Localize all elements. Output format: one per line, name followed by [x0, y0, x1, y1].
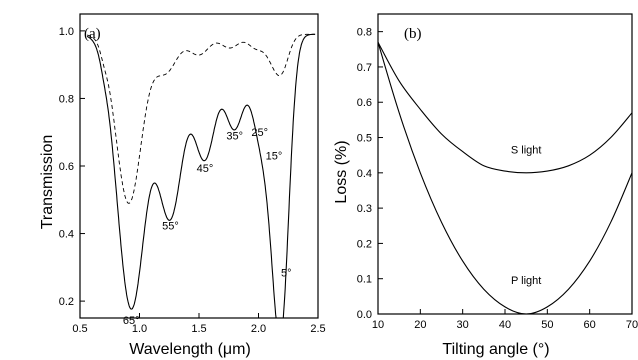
panel-a: Transmission Wavelength (μm) (a) 0.5 1.0 1… [39, 13, 326, 358]
panel-b-ytick-label: 0.1 [357, 274, 372, 286]
panel-b-xtick-label: 10 [372, 319, 384, 331]
panel-b-ytick-label: 0.2 [357, 238, 372, 250]
panel-b-xtick-label: 20 [414, 319, 426, 331]
panel-a-solid-curve [86, 33, 316, 319]
panel-b-xtick-label: 70 [626, 319, 638, 331]
panel-a-angle-label: 55° [162, 220, 179, 232]
panel-a-dashed-curve [87, 33, 316, 204]
panel-a-angle-label: 5° [281, 268, 292, 280]
panel-b-xtick-label: 30 [457, 319, 469, 331]
panel-b-frame [377, 13, 633, 315]
panel-a-ytick-label: 0.4 [59, 229, 74, 241]
panel-b-ylabel: Loss (%) [333, 140, 350, 203]
panel-a-angle-label: 25° [251, 127, 268, 139]
panel-b-ytick-label: 0.3 [357, 203, 372, 215]
panel-b-ticks: 10 20 30 40 50 60 70 0.0 0.1 0.2 0.3 0.4 0.5 0.6 0.7 0.… [357, 27, 638, 331]
panel-b-ytick-label: 0.5 [357, 133, 372, 145]
panel-a-ytick-label: 0.8 [59, 93, 74, 105]
panel-b-xlabel: Tilting angle (°) [442, 341, 549, 358]
panel-b-ytick-label: 0.7 [357, 62, 372, 74]
panel-a-ytick-label: 0.2 [59, 296, 74, 308]
panel-b-series-label: S light [511, 144, 542, 156]
panel-b-xtick-label: 60 [584, 319, 596, 331]
panel-a-ytick-label: 1.0 [59, 26, 74, 38]
panel-b-xtick-label: 40 [499, 319, 511, 331]
panel-b-curves [377, 41, 633, 315]
panel-b-xtick-label: 50 [541, 319, 553, 331]
panel-a-ticks: 0.5 1.0 1.5 2.0 2.5 0.2 0.4 0.6 0.8 1.0 [59, 26, 326, 335]
panel-a-xtick-label: 1.0 [132, 323, 147, 335]
panel-a-angle-label: 35° [226, 130, 243, 142]
panel-a-ylabel: Transmission [39, 135, 56, 230]
panel-a-xtick-label: 1.5 [191, 323, 206, 335]
panel-b-ytick-label: 0.4 [357, 168, 372, 180]
panel-b-label: (b) [404, 26, 422, 42]
panel-b: Loss (%) Tilting angle (°) (b) 10 20 30 40 5… [333, 13, 638, 358]
panel-a-ytick-label: 0.6 [59, 161, 74, 173]
panel-a-angle-label: 45° [197, 163, 214, 175]
panel-b-annotations: S light P light [511, 144, 542, 287]
panel-b-ytick-label: 0.8 [357, 27, 372, 39]
panel-b-series-label: P light [511, 275, 541, 287]
panel-a-curves [86, 33, 316, 319]
panel-a-angle-label: 65° [123, 315, 140, 327]
panel-a-angle-label: 15° [266, 151, 283, 163]
panel-a-annotations: 65° 55° 45° 35° 25° 15° 5° [123, 127, 292, 327]
panel-a-xtick-label: 2.5 [310, 323, 325, 335]
panel-a-xtick-label: 2.0 [251, 323, 266, 335]
panel-a-label: (a) [84, 26, 101, 42]
panel-a-xlabel: Wavelength (μm) [129, 341, 251, 358]
panel-b-series-line [377, 41, 633, 174]
panel-b-ytick-label: 0.6 [357, 97, 372, 109]
panel-b-ytick-label: 0.0 [357, 309, 372, 321]
panel-b-series-line [377, 42, 633, 315]
panel-a-xtick-label: 0.5 [72, 323, 87, 335]
